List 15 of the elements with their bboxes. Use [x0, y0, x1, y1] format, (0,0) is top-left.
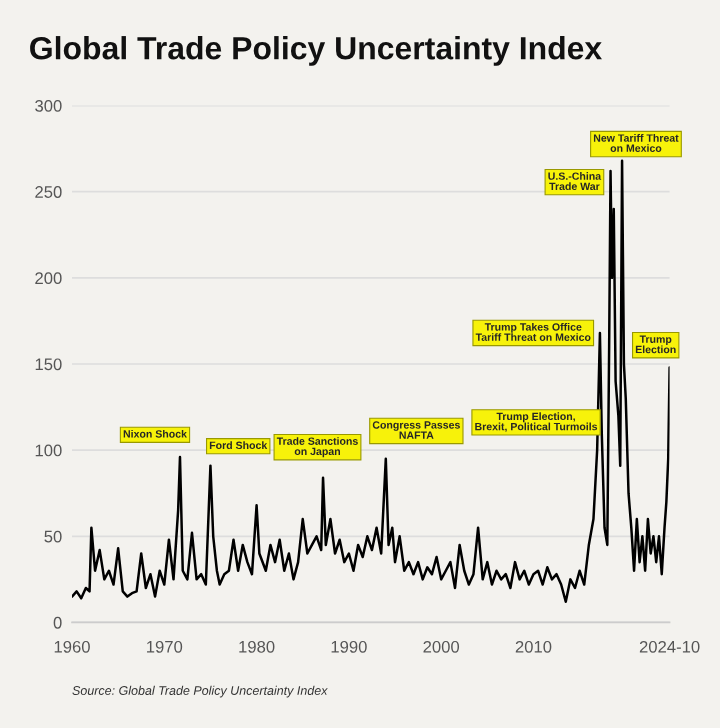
x-tick-label: 1960 — [54, 640, 90, 653]
x-tick-label: 2024-10 — [639, 640, 700, 653]
y-tick-label: 100 — [35, 444, 62, 457]
y-tick-label: 200 — [35, 272, 62, 285]
chart-title: Global Trade Policy Uncertainty Index — [30, 36, 602, 66]
x-tick-label: 2010 — [515, 640, 552, 653]
y-tick-label: 50 — [44, 530, 62, 543]
x-tick-label: 1990 — [331, 640, 367, 653]
y-tick-label: 300 — [35, 99, 62, 112]
x-tick-label: 1970 — [147, 640, 183, 653]
y-tick-label: 250 — [35, 186, 62, 198]
y-tick-label: 0 — [53, 616, 62, 629]
y-tick-label: 150 — [35, 358, 62, 371]
x-tick-label: 2000 — [423, 640, 460, 653]
x-tick-label: 1980 — [239, 640, 275, 653]
